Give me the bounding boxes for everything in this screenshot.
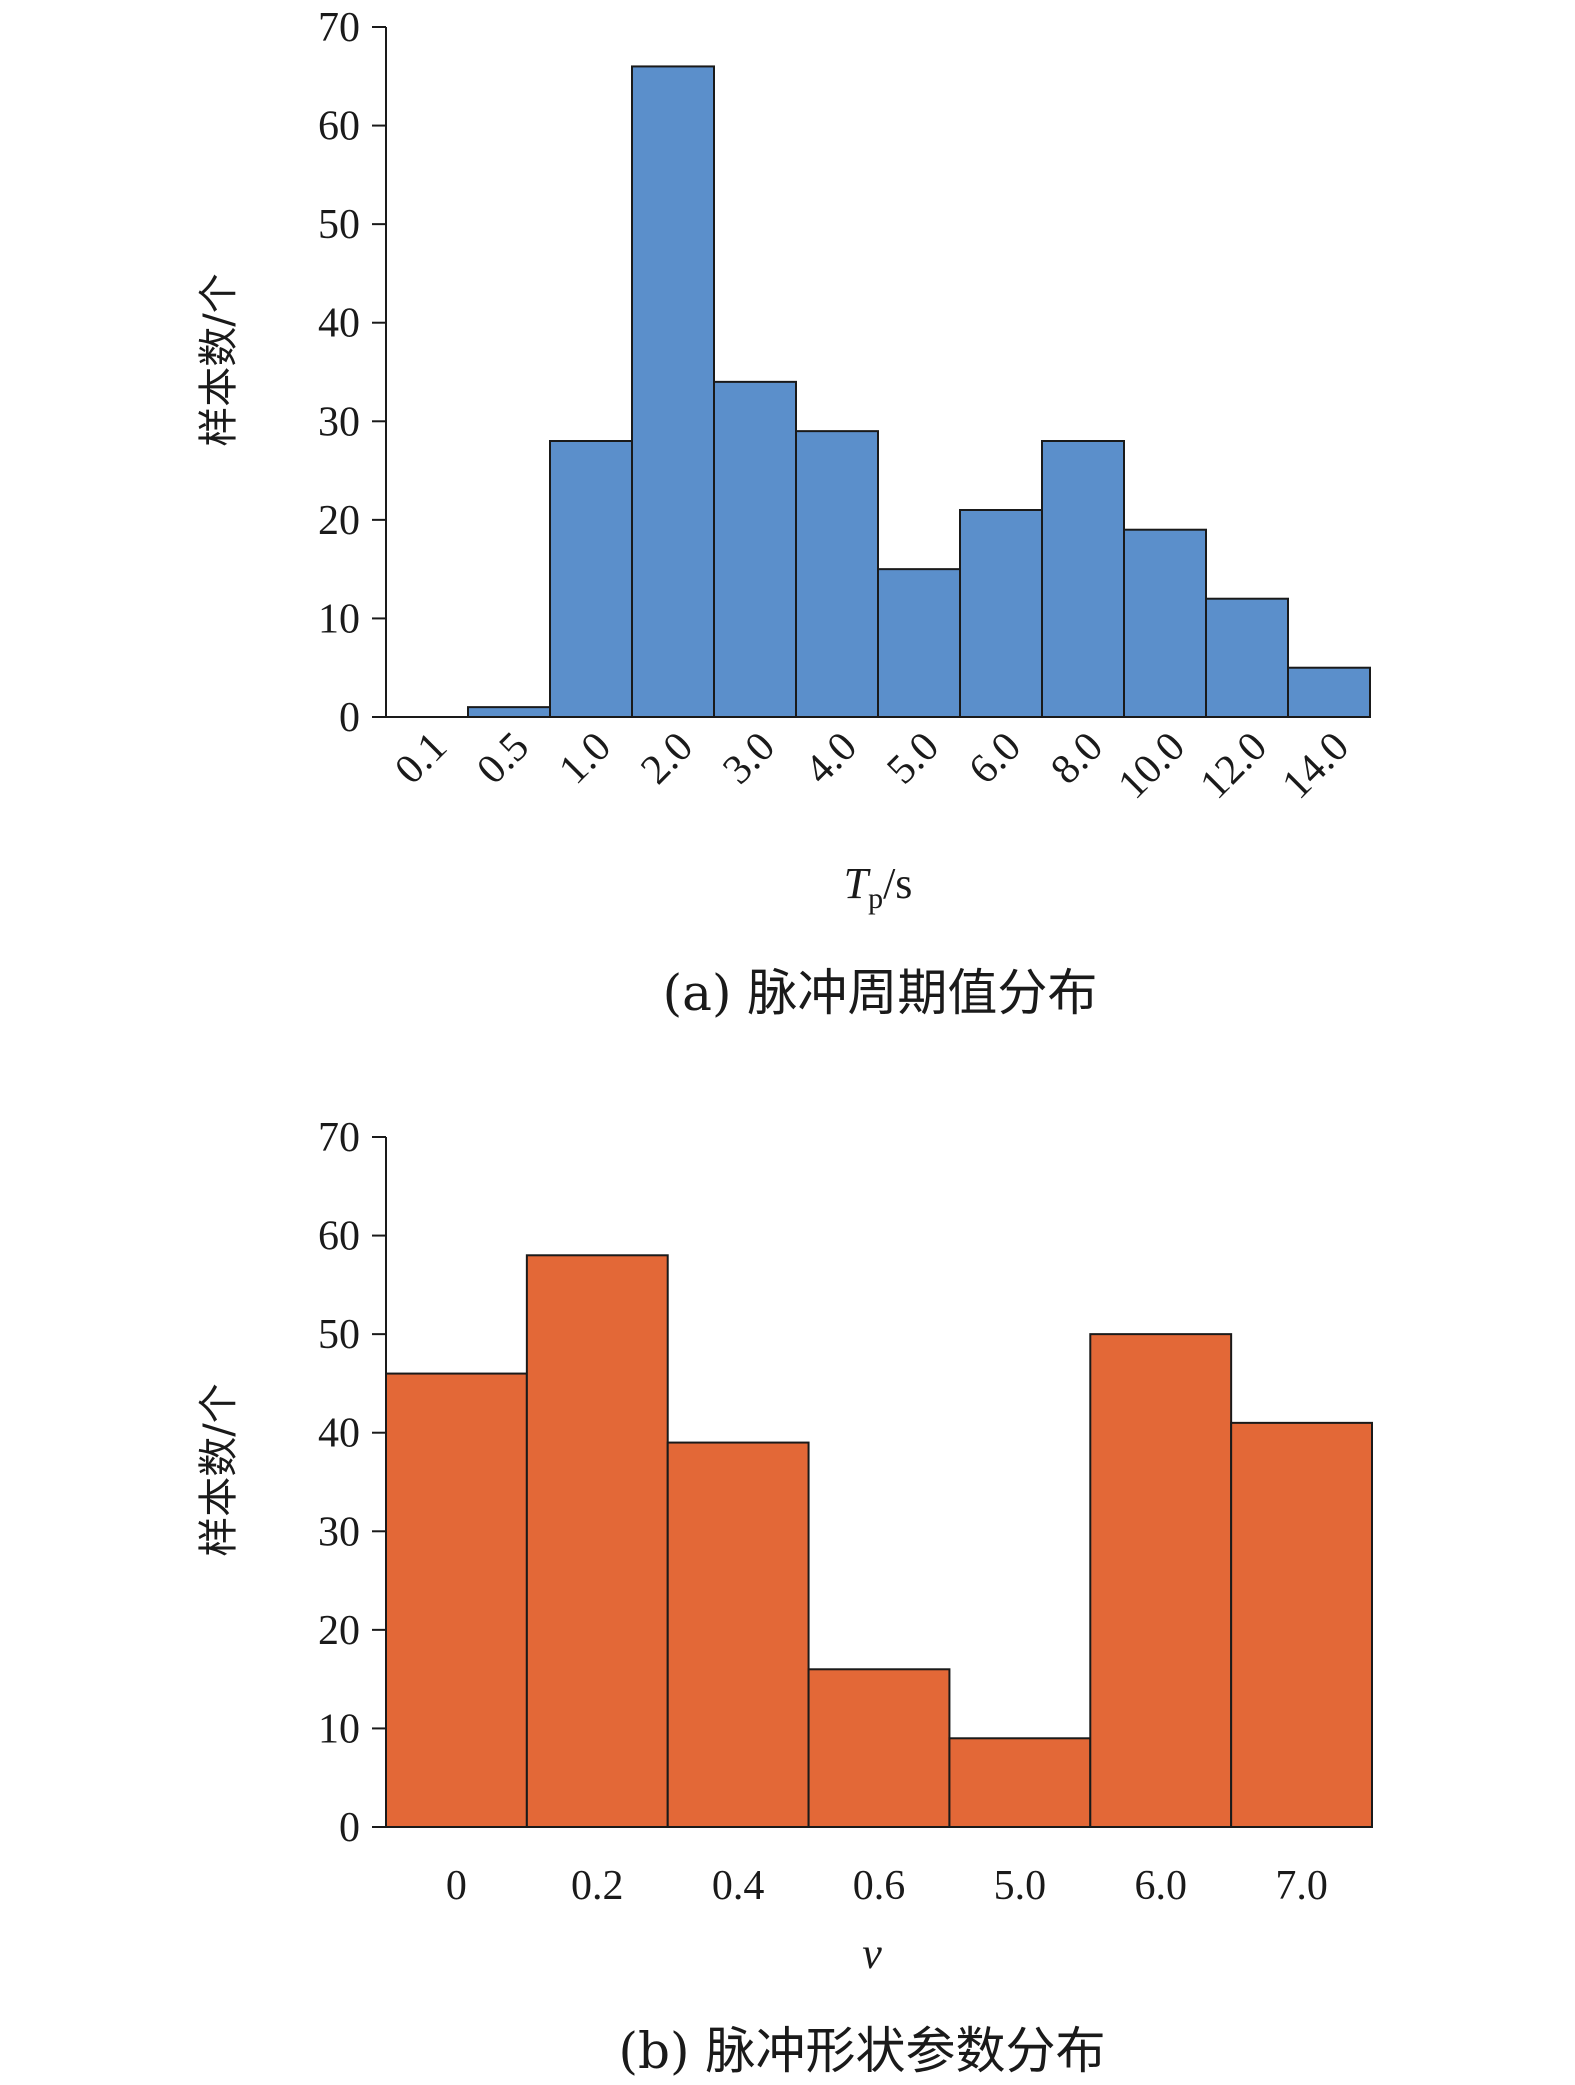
chart-a-y-axis-label: 样本数/个 [196,273,242,446]
y-tick-label: 0 [339,1805,360,1851]
bar [1123,528,1207,719]
x-tick-label: 10.0 [1110,724,1194,808]
bar [666,1441,810,1828]
y-tick-label: 10 [318,1706,360,1752]
chart-a-caption: (a) 脉冲周期值分布 [663,964,1098,1022]
bar [1089,1333,1233,1828]
x-tick-label: 5.0 [994,1863,1047,1909]
bar [1230,1421,1373,1829]
chart-b-y-axis-label: 样本数/个 [196,1383,242,1556]
chart-b-caption: (b) 脉冲形状参数分布 [619,2022,1106,2080]
bar [385,1372,528,1828]
x-tick-label: 14.0 [1274,724,1358,808]
chart-a-x-axis-label-main: T [844,859,872,908]
chart-b-x-tick-labels: 0 0.2 0.4 0.6 5.0 6.0 7.0 [446,1863,1328,1909]
y-tick-label: 10 [318,596,360,642]
x-tick-label: 4.0 [796,724,866,794]
x-tick-label: 0.2 [571,1863,624,1909]
chart-a-x-axis-label: Tp/s [844,859,913,915]
bar [467,706,551,719]
x-tick-label: 12.0 [1192,724,1276,808]
chart-b-x-axis-label: v [862,1929,882,1978]
bar [948,1737,1092,1829]
bar [525,1254,669,1829]
chart-a-x-tick-labels: 0.1 0.5 1.0 2.0 3.0 4.0 5.0 6.0 8.010.012.014.0 [386,724,1358,808]
chart-a-x-axis-label-sub: p [868,882,883,915]
x-tick-label: 6.0 [1134,1863,1187,1909]
chart-b-y-ticks: 0 10 20 30 40 50 60 70 [318,1115,386,1851]
chart-a-bars [467,65,1371,719]
bar [1287,666,1371,719]
y-tick-label: 70 [318,1115,360,1161]
chart-a: 0 10 20 30 40 50 60 70 0.1 0.5 1.0 2.0 3.0 4.0 5.0 6.0… [196,5,1371,1022]
bar [713,380,797,718]
bar [959,509,1043,718]
bar [1205,597,1289,719]
chart-b-bars [385,1254,1373,1829]
bar [807,1668,951,1829]
y-tick-label: 50 [318,202,360,248]
y-tick-label: 30 [318,1509,360,1555]
y-tick-label: 0 [339,695,360,741]
x-tick-label: 8.0 [1042,724,1112,794]
x-tick-label: 1.0 [550,724,620,794]
x-tick-label: 5.0 [878,724,948,794]
x-tick-label: 0 [446,1863,467,1909]
bar [549,440,633,718]
x-tick-label: 0.5 [468,724,538,794]
x-tick-label: 0.4 [712,1863,765,1909]
y-tick-label: 40 [318,1411,360,1457]
y-tick-label: 40 [318,301,360,347]
x-tick-label: 6.0 [960,724,1030,794]
chart-a-y-ticks: 0 10 20 30 40 50 60 70 [318,5,386,741]
x-tick-label: 7.0 [1275,1863,1328,1909]
x-tick-label: 2.0 [632,724,702,794]
x-tick-label: 0.1 [386,724,456,794]
y-tick-label: 20 [318,1608,360,1654]
chart-b: 0 10 20 30 40 50 60 70 0 0.2 0.4 0.6 5.0 6.0 7.0 样本数/… [196,1115,1373,2080]
bar [795,430,879,718]
chart-a-x-axis-label-unit: /s [883,859,912,908]
y-tick-label: 60 [318,104,360,150]
bar [631,65,715,718]
bar [1041,440,1125,718]
y-tick-label: 70 [318,5,360,51]
y-tick-label: 30 [318,399,360,445]
bar [877,568,961,719]
x-tick-label: 0.6 [853,1863,906,1909]
y-tick-label: 60 [318,1214,360,1260]
x-tick-label: 3.0 [714,724,784,794]
y-tick-label: 50 [318,1312,360,1358]
y-tick-label: 20 [318,498,360,544]
